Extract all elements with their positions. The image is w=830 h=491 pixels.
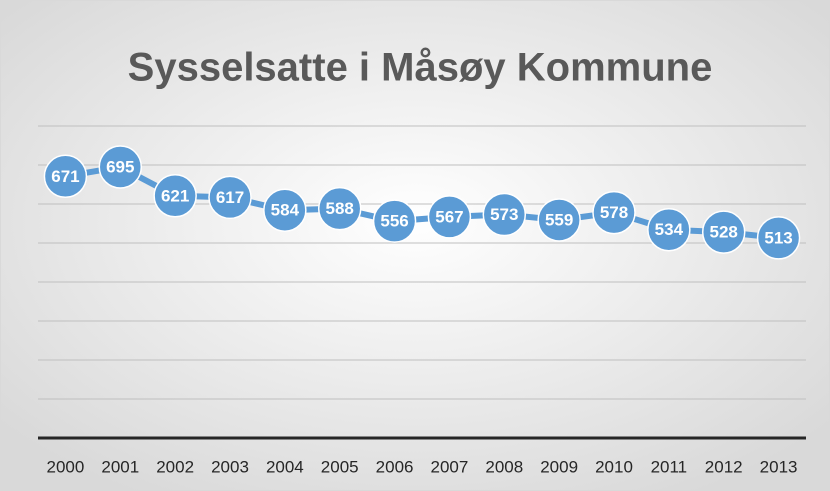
data-label: 559 — [545, 210, 573, 229]
data-label: 671 — [51, 167, 79, 186]
data-label: 621 — [161, 186, 189, 205]
x-tick-label: 2006 — [376, 457, 414, 476]
x-tick-label: 2012 — [705, 457, 743, 476]
plot: 2000 2001 2002 2003 2004 2005 2006 2007 2008 2009… — [43, 145, 801, 476]
x-tick-label: 2004 — [266, 457, 304, 476]
data-point — [756, 216, 801, 260]
x-tick-label: 2007 — [431, 457, 469, 476]
data-point — [317, 186, 362, 231]
data-label: 578 — [600, 203, 628, 222]
data-label: 528 — [710, 223, 738, 242]
data-point — [701, 210, 746, 254]
data-label: 695 — [106, 157, 134, 176]
x-tick-label: 2008 — [485, 457, 523, 476]
x-tick-label: 2000 — [47, 457, 85, 476]
data-label: 588 — [326, 199, 354, 218]
data-point — [482, 192, 527, 237]
x-tick-label: 2013 — [760, 457, 798, 476]
data-label: 567 — [435, 207, 463, 226]
x-tick-label: 2002 — [156, 457, 194, 476]
data-point — [43, 154, 88, 199]
data-point — [427, 195, 472, 239]
data-label: 584 — [271, 201, 300, 220]
x-tick-label: 2001 — [101, 457, 139, 476]
data-point — [647, 207, 691, 252]
x-tick-label: 2005 — [321, 457, 359, 476]
data-point — [592, 190, 636, 235]
data-point — [98, 145, 143, 189]
x-tick-label: 2011 — [651, 457, 688, 476]
data-point — [153, 174, 197, 218]
data-point — [208, 175, 252, 220]
data-label: 556 — [380, 212, 408, 231]
data-point — [537, 198, 581, 242]
data-point — [372, 199, 417, 243]
data-label: 573 — [490, 205, 518, 224]
data-label: 534 — [655, 220, 684, 239]
x-tick-label: 2003 — [211, 457, 249, 476]
data-label: 513 — [764, 228, 792, 247]
data-label: 617 — [216, 188, 244, 207]
chart-title: Sysselsatte i Måsøy Kommune — [128, 46, 713, 90]
x-tick-label: 2009 — [540, 457, 578, 476]
data-point — [263, 188, 307, 232]
x-tick-label: 2010 — [595, 457, 633, 476]
